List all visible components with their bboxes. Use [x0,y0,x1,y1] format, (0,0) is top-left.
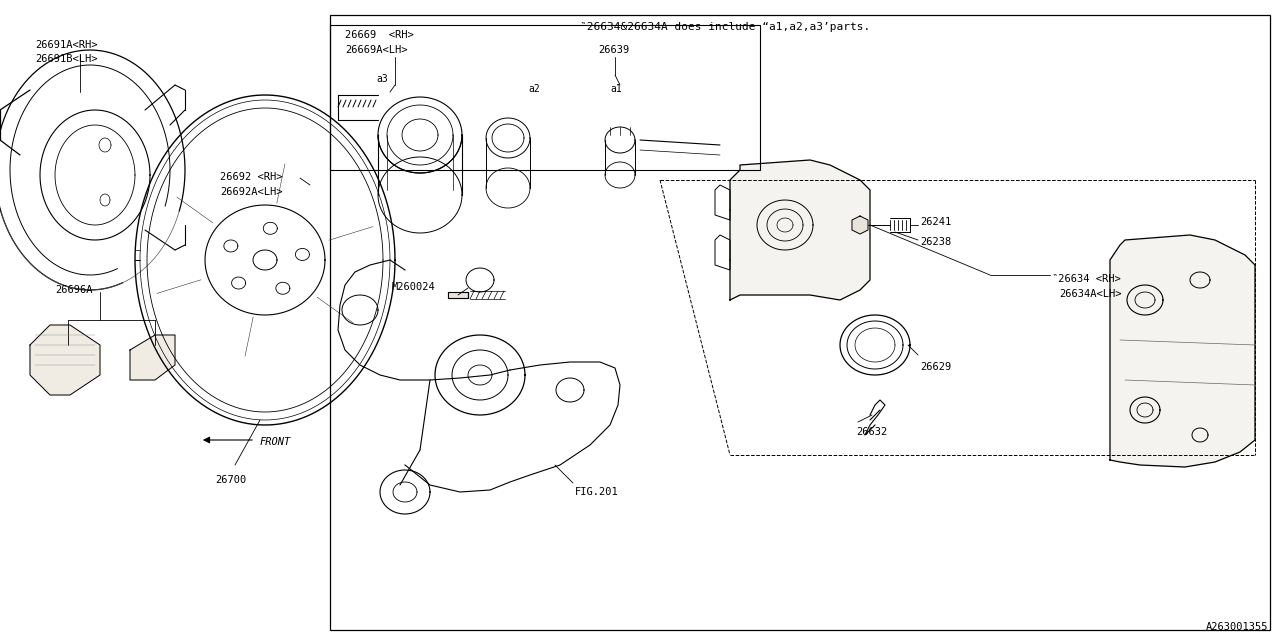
Text: FRONT: FRONT [260,437,292,447]
Text: 26238: 26238 [920,237,951,247]
Polygon shape [448,292,468,298]
Text: M260024: M260024 [392,282,435,292]
Text: 26639: 26639 [598,45,630,55]
Text: FIG.201: FIG.201 [575,487,618,497]
Text: 26691A<RH>: 26691A<RH> [35,40,97,50]
Polygon shape [730,160,870,300]
Polygon shape [131,335,175,380]
Text: 26696A: 26696A [55,285,92,295]
Text: 26632: 26632 [856,427,887,437]
Text: a1: a1 [611,84,622,94]
Polygon shape [1110,235,1254,467]
Polygon shape [29,325,100,395]
Text: 26629: 26629 [920,362,951,372]
Bar [330,25,760,170]
Text: 26700: 26700 [215,475,246,485]
Text: 26634A<LH>: 26634A<LH> [1059,289,1121,299]
Text: ‶26634&26634A does include “a1,a2,a3’parts.: ‶26634&26634A does include “a1,a2,a3’par… [580,22,870,32]
Text: a3: a3 [376,74,388,84]
Text: A263001355: A263001355 [1206,622,1268,632]
Text: 26669  <RH>: 26669 <RH> [346,30,413,40]
Polygon shape [852,216,868,234]
Text: 26691B<LH>: 26691B<LH> [35,54,97,64]
Bar [330,15,1270,630]
Text: 26692 <RH>: 26692 <RH> [220,172,283,182]
Text: 26241: 26241 [920,217,951,227]
Text: a2: a2 [529,84,540,94]
Text: 26669A<LH>: 26669A<LH> [346,45,407,55]
Text: 26692A<LH>: 26692A<LH> [220,187,283,197]
Text: ‶26634 <RH>: ‶26634 <RH> [1052,274,1121,284]
